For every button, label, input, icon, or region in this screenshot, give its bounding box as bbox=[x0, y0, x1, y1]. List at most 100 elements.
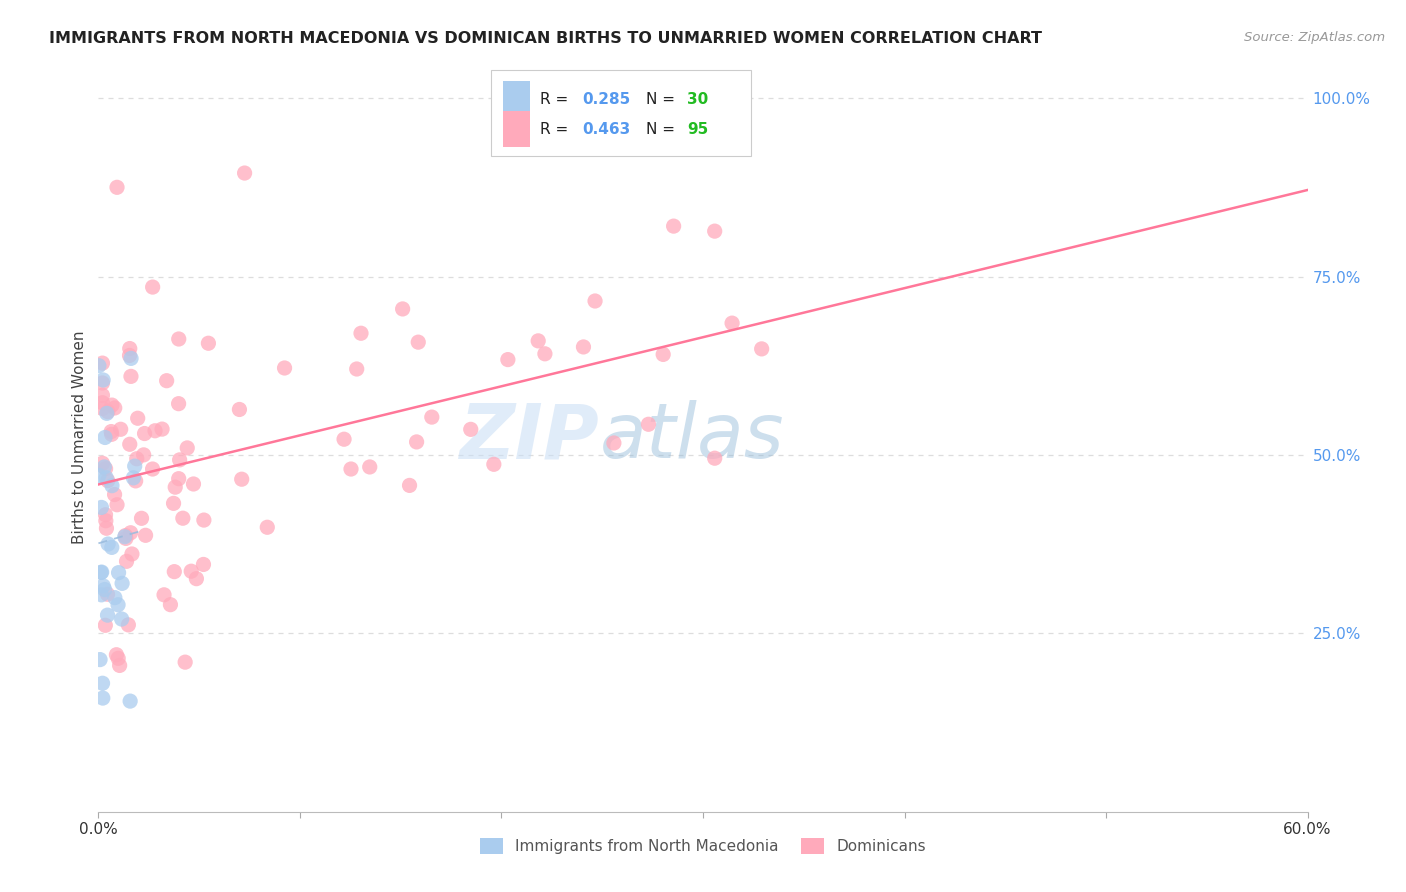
Point bbox=[94, 461, 117, 475]
Point bbox=[91, 388, 114, 402]
Point bbox=[150, 422, 173, 436]
Point bbox=[176, 441, 198, 455]
Point bbox=[193, 513, 215, 527]
Text: ZIP: ZIP bbox=[461, 401, 600, 474]
Point bbox=[100, 425, 122, 439]
Point bbox=[91, 396, 114, 410]
Point bbox=[101, 541, 124, 555]
Point bbox=[131, 511, 153, 525]
Point bbox=[105, 648, 128, 662]
Point bbox=[180, 564, 202, 578]
Point bbox=[117, 618, 139, 632]
Point bbox=[527, 334, 550, 348]
Point bbox=[169, 453, 191, 467]
Point bbox=[534, 347, 557, 361]
Point bbox=[637, 417, 659, 432]
Text: 30: 30 bbox=[688, 92, 709, 107]
Point bbox=[420, 410, 443, 425]
Text: N =: N = bbox=[647, 92, 681, 107]
Point bbox=[91, 691, 114, 706]
Point bbox=[91, 401, 114, 416]
Point bbox=[97, 474, 120, 488]
Point bbox=[120, 525, 142, 540]
Text: IMMIGRANTS FROM NORTH MACEDONIA VS DOMINICAN BIRTHS TO UNMARRIED WOMEN CORRELATI: IMMIGRANTS FROM NORTH MACEDONIA VS DOMIN… bbox=[49, 31, 1042, 46]
Point bbox=[186, 572, 208, 586]
Point bbox=[134, 426, 156, 441]
Point bbox=[350, 326, 373, 341]
Point bbox=[96, 608, 118, 623]
Point bbox=[167, 332, 190, 346]
Point bbox=[662, 219, 685, 234]
Point bbox=[93, 582, 115, 597]
Point bbox=[132, 448, 155, 462]
Text: 0.463: 0.463 bbox=[582, 121, 630, 136]
Text: 95: 95 bbox=[688, 121, 709, 136]
Point bbox=[90, 565, 112, 579]
Point bbox=[89, 652, 111, 666]
Point bbox=[233, 166, 256, 180]
Text: N =: N = bbox=[647, 121, 681, 136]
Point bbox=[91, 376, 114, 390]
Point bbox=[125, 451, 148, 466]
Point bbox=[167, 472, 190, 486]
Point bbox=[104, 591, 127, 605]
Point bbox=[703, 224, 725, 238]
Text: atlas: atlas bbox=[600, 401, 785, 474]
Text: Source: ZipAtlas.com: Source: ZipAtlas.com bbox=[1244, 31, 1385, 45]
Point bbox=[97, 404, 120, 418]
Point bbox=[162, 496, 184, 510]
Point bbox=[110, 422, 132, 436]
Point bbox=[120, 694, 142, 708]
Point bbox=[127, 411, 149, 425]
Point bbox=[124, 474, 146, 488]
Point bbox=[346, 362, 368, 376]
Point bbox=[167, 397, 190, 411]
Point bbox=[751, 342, 773, 356]
Point bbox=[111, 612, 134, 626]
Point bbox=[143, 424, 166, 438]
Point bbox=[94, 430, 117, 444]
Point bbox=[496, 352, 519, 367]
Point bbox=[703, 451, 725, 466]
Text: R =: R = bbox=[540, 92, 572, 107]
Point bbox=[103, 487, 125, 501]
Point bbox=[172, 511, 194, 525]
Text: 0.285: 0.285 bbox=[582, 92, 630, 107]
Point bbox=[91, 356, 114, 370]
Point bbox=[94, 618, 117, 632]
Point bbox=[91, 456, 114, 470]
Point bbox=[115, 554, 138, 568]
Point bbox=[163, 565, 186, 579]
Point bbox=[359, 459, 381, 474]
Point bbox=[197, 336, 219, 351]
Point bbox=[398, 478, 420, 492]
Point bbox=[101, 478, 124, 492]
Point bbox=[231, 472, 253, 486]
Point bbox=[107, 566, 129, 580]
Point bbox=[107, 651, 129, 665]
Point bbox=[91, 579, 114, 593]
Point bbox=[94, 514, 117, 528]
Point bbox=[159, 598, 181, 612]
FancyBboxPatch shape bbox=[503, 81, 530, 117]
FancyBboxPatch shape bbox=[503, 112, 530, 147]
Point bbox=[174, 655, 197, 669]
Point bbox=[101, 398, 124, 412]
Point bbox=[107, 598, 129, 612]
Point bbox=[120, 351, 142, 366]
Point bbox=[721, 316, 744, 330]
Point bbox=[273, 361, 295, 376]
Point bbox=[460, 422, 482, 436]
Y-axis label: Births to Unmarried Women: Births to Unmarried Women bbox=[72, 330, 87, 544]
Point bbox=[156, 374, 179, 388]
Point bbox=[87, 468, 110, 483]
Point bbox=[652, 347, 675, 361]
Point bbox=[120, 369, 142, 384]
Point bbox=[124, 459, 146, 474]
Point bbox=[142, 462, 165, 476]
Point bbox=[153, 588, 176, 602]
Point bbox=[105, 180, 128, 194]
Point bbox=[97, 537, 120, 551]
Point bbox=[114, 530, 136, 544]
FancyBboxPatch shape bbox=[492, 70, 751, 156]
